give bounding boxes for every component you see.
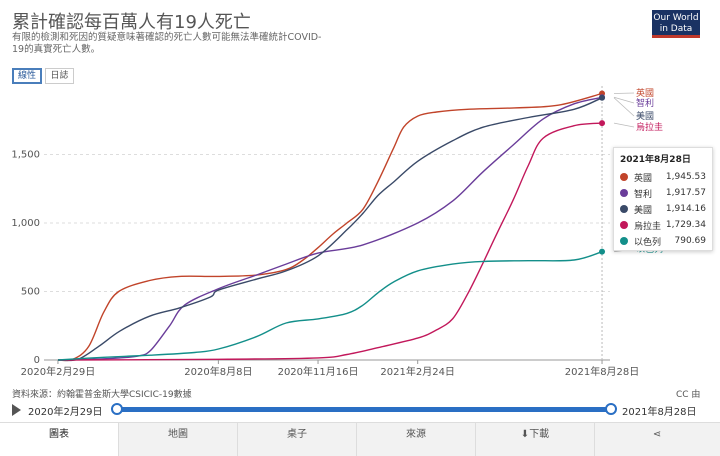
x-tick-label: 2020年2月29日 [21, 365, 96, 378]
tab-table[interactable]: 桌子 [238, 423, 357, 456]
tab-chart[interactable]: 圖表 [0, 423, 119, 456]
timeline-slider: 2020年2月29日 2021年8月28日 [0, 400, 720, 420]
share-icon: ⋖ [652, 429, 662, 440]
license-link[interactable]: CC 由 [676, 390, 701, 400]
y-axis-ticks: 0 500 1,000 1,500 [11, 150, 40, 367]
tooltip-series-name: 英國 [634, 173, 653, 184]
tooltip-series-name: 以色列 [634, 237, 662, 248]
play-icon[interactable] [12, 404, 21, 416]
tooltip-series-value: 1,914.16 [665, 204, 706, 214]
series-color-swatch [620, 237, 628, 245]
series-line [57, 122, 603, 361]
tooltip-series-name: 美國 [634, 205, 653, 216]
series-color-swatch [620, 221, 628, 229]
x-tick-label: 2021年2月24日 [380, 365, 455, 378]
timeline-start-date: 2020年2月29日 [28, 407, 103, 418]
y-tick-label: 1,500 [11, 150, 40, 161]
series-end-point [599, 248, 606, 255]
series-line [57, 92, 603, 362]
series-color-swatch [620, 173, 628, 181]
chart-subtitle: 有限的檢測和死因的質疑意味著確認的死亡人數可能無法準確統計COVID-19的真實… [12, 32, 322, 55]
series-color-swatch [620, 189, 628, 197]
y-tick-label: 500 [21, 287, 40, 298]
chart-title: 累計確認每百萬人有19人死亡 [12, 12, 251, 33]
x-tick-label: 2020年8月8日 [184, 365, 252, 378]
label-connector [613, 97, 635, 117]
x-axis-ticks: 2020年2月29日 2020年8月8日 2020年11月16日 2021年2月24日… [21, 360, 640, 378]
x-tick-label: 2020年11月16日 [278, 365, 359, 378]
tab-share[interactable]: ⋖ [595, 423, 719, 456]
series-label: 烏拉圭 [636, 121, 663, 133]
timeline-end-handle[interactable] [605, 403, 617, 415]
data-source-link[interactable]: 資料來源：約翰霍普金斯大學CSICIC-19數據 [12, 390, 192, 400]
timeline-end-date: 2021年8月28日 [622, 407, 697, 418]
label-connector [613, 122, 635, 128]
log-scale-toggle[interactable]: 日誌 [45, 68, 74, 84]
series-line [57, 97, 603, 362]
tooltip-series-value: 790.69 [674, 236, 707, 246]
tooltip-row: 智利 1,917.57 [620, 185, 706, 201]
series-label: 美國 [636, 110, 654, 122]
tooltip-row: 烏拉圭 1,729.34 [620, 217, 706, 233]
tooltip-series-name: 烏拉圭 [634, 221, 662, 232]
download-icon: ⬇ [520, 429, 530, 440]
timeline-start-handle[interactable] [111, 403, 123, 415]
tooltip-row: 美國 1,914.16 [620, 201, 706, 217]
download-label: 下載 [529, 429, 550, 440]
y-tick-label: 0 [34, 355, 40, 366]
grid-lines [44, 154, 610, 361]
tooltip-series-name: 智利 [634, 189, 653, 200]
logo-line-2: in Data [659, 24, 693, 34]
owid-logo[interactable]: Our World in Data [652, 10, 700, 38]
x-tick-label: 2021年8月28日 [565, 365, 640, 378]
tooltip-row: 以色列 790.69 [620, 233, 706, 249]
tooltip-row: 英國 1,945.53 [620, 169, 706, 185]
series-color-swatch [620, 205, 628, 213]
series-label: 英國 [636, 87, 654, 99]
hover-tooltip: 2021年8月28日 英國 1,945.53 智利 1,917.57 美國 1,… [613, 147, 713, 251]
tab-sources[interactable]: 來源 [357, 423, 476, 456]
tab-download[interactable]: ⬇下載 [476, 423, 595, 456]
series-line [57, 251, 603, 361]
y-tick-label: 1,000 [11, 218, 40, 229]
tooltip-series-value: 1,945.53 [665, 172, 706, 182]
label-connector [613, 96, 635, 104]
logo-line-1: Our World [653, 13, 699, 23]
series-end-point [599, 120, 606, 127]
series-end-point [599, 94, 606, 101]
tooltip-series-value: 1,917.57 [665, 188, 706, 198]
tooltip-series-value: 1,729.34 [665, 220, 706, 230]
bottom-tab-bar: 圖表 地圖 桌子 來源 ⬇下載 ⋖ [0, 422, 720, 456]
tab-map[interactable]: 地圖 [119, 423, 238, 456]
tooltip-date: 2021年8月28日 [620, 155, 691, 165]
series-label: 智利 [636, 97, 654, 109]
logo-accent-bar [652, 35, 700, 38]
timeline-track[interactable] [117, 407, 611, 412]
line-chart: 0 500 1,000 1,500 2020年2月29日 2020年8月8日 2020年1… [11, 86, 663, 378]
linear-scale-toggle[interactable]: 線性 [12, 68, 42, 84]
series-lines [57, 90, 606, 362]
